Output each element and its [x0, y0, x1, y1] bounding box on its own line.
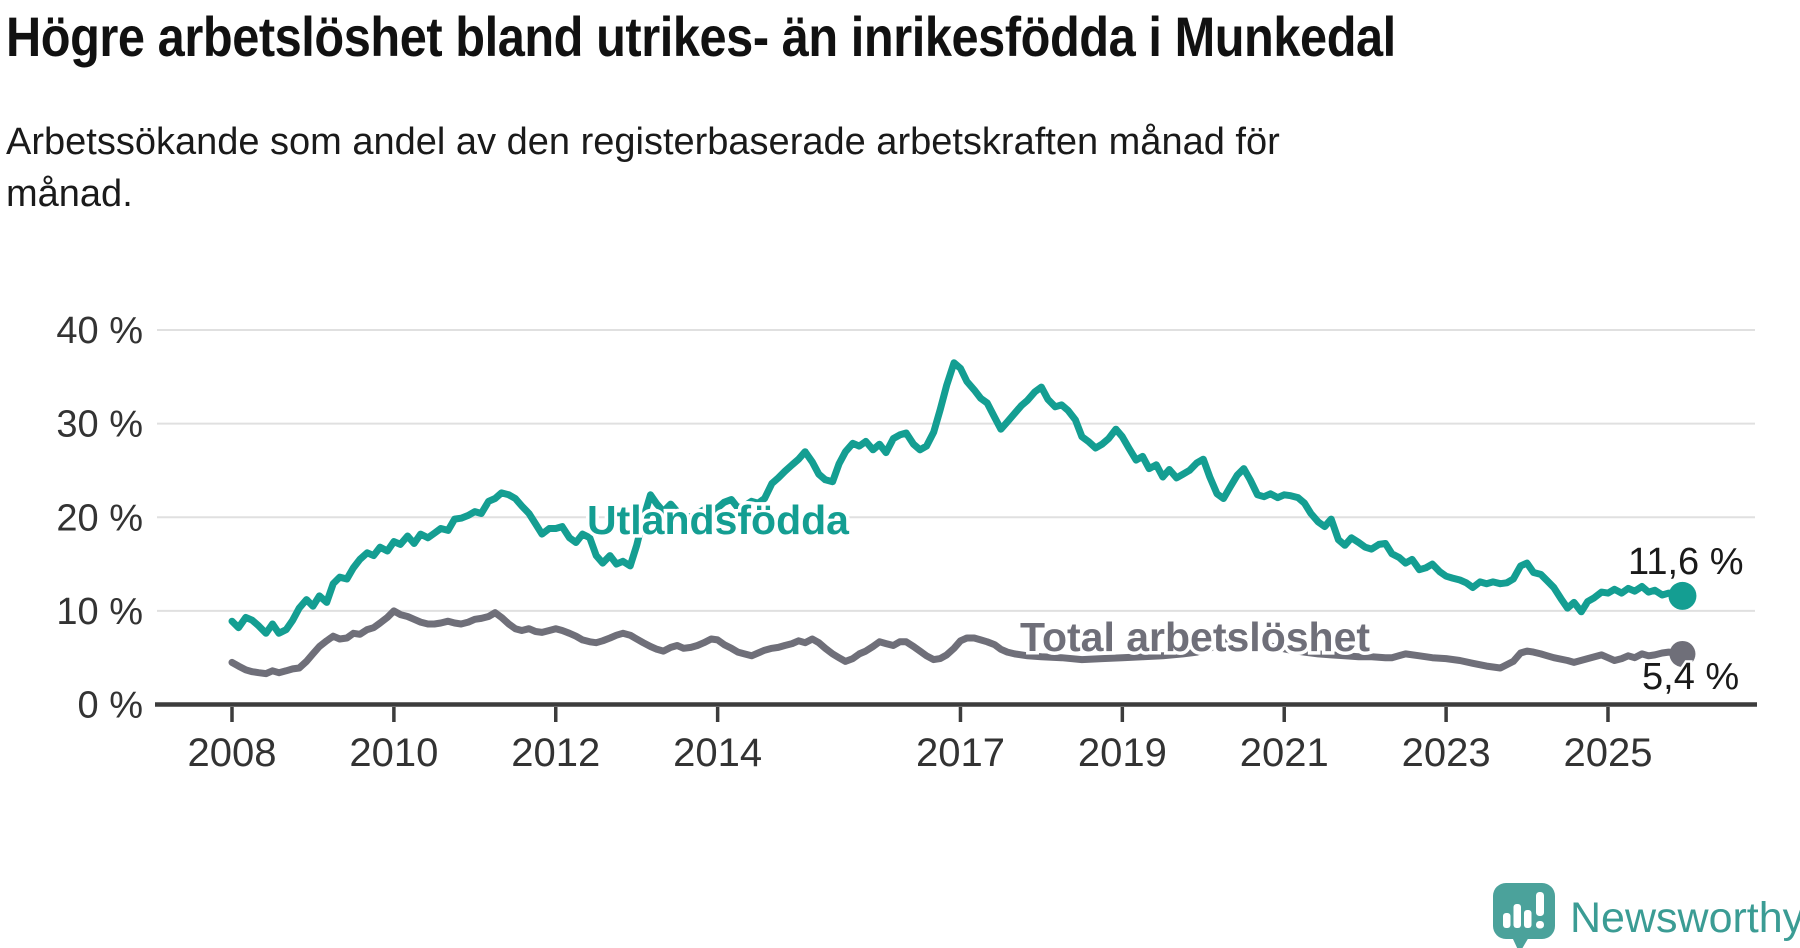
logo-bubble-tail	[1512, 937, 1529, 948]
series-end-value-total: 5,4 %	[1642, 656, 1739, 698]
series-end-value-utlandsfodda: 11,6 %	[1628, 541, 1743, 583]
x-axis-tick-label: 2025	[1563, 731, 1652, 775]
series-end-dot-total	[1669, 640, 1696, 667]
series-line-utlandsfodda	[228, 359, 1686, 637]
x-axis-tick-label: 2014	[673, 731, 762, 775]
brand-name: Newsworthy	[1570, 894, 1800, 942]
x-axis-tick-label: 2021	[1240, 731, 1329, 775]
newsworthy-logo: Newsworthy	[1492, 882, 1800, 948]
x-axis-tick-label: 2023	[1402, 731, 1491, 775]
series-label-total: Total arbetslöshet	[1020, 614, 1370, 660]
y-axis-tick-label: 10 %	[56, 591, 143, 633]
bar-chart-exclamation-icon	[1503, 892, 1544, 929]
series-label-utlandsfodda: Utlandsfödda	[587, 497, 850, 543]
y-axis-tick-label: 20 %	[56, 497, 143, 539]
x-axis-tick-label: 2017	[916, 731, 1005, 775]
y-axis-tick-label: 0 %	[78, 685, 143, 727]
x-axis-tick-label: 2012	[511, 731, 600, 775]
x-axis-tick-label: 2010	[349, 731, 438, 775]
series-line-total	[228, 607, 1686, 678]
logo-bubble	[1493, 883, 1555, 939]
x-axis-tick-label: 2019	[1078, 731, 1167, 775]
chart-subtitle: Arbetssökande som andel av den registerb…	[6, 121, 1280, 216]
x-axis-tick-label: 2008	[188, 731, 277, 775]
series-end-dot-utlandsfodda	[1668, 581, 1697, 610]
page-title: Högre arbetslöshet bland utrikes- än inr…	[6, 5, 1396, 68]
newsworthy-logo-icon	[1493, 883, 1555, 948]
y-axis-tick-label: 40 %	[56, 310, 143, 352]
y-axis-tick-label: 30 %	[56, 404, 143, 446]
